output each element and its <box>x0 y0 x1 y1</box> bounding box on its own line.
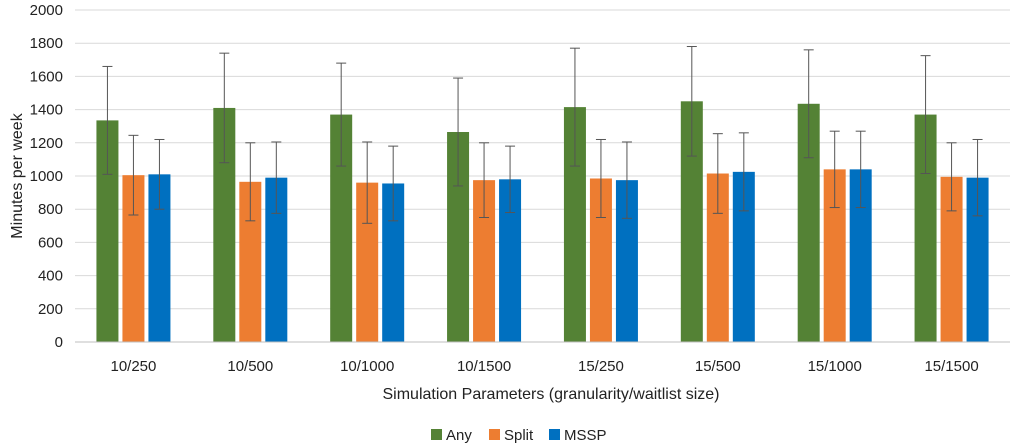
x-tick-label: 15/500 <box>695 358 741 375</box>
bar-split-15-1500 <box>940 176 963 342</box>
bars <box>96 101 989 342</box>
bar-mssp-10-500 <box>265 177 288 342</box>
legend-item-any: Any <box>431 427 472 443</box>
legend-label: Split <box>504 427 534 443</box>
bar-split-10-500 <box>239 181 262 342</box>
error-bar <box>102 65 113 175</box>
error-bar <box>154 138 165 210</box>
error-bar <box>803 49 814 159</box>
y-tick-label: 1600 <box>30 68 63 85</box>
x-axis-title: Simulation Parameters (granularity/waitl… <box>383 386 720 403</box>
bar-mssp-10-1500 <box>499 179 522 342</box>
bar-mssp-15-250 <box>615 180 638 342</box>
error-bar <box>920 55 931 175</box>
error-bar <box>946 142 957 212</box>
legend: Any Split MSSP <box>431 427 607 443</box>
y-tick-label: 600 <box>38 234 63 251</box>
error-bars <box>102 46 983 224</box>
x-tick-label: 15/250 <box>578 358 624 375</box>
legend-item-mssp: MSSP <box>549 427 607 443</box>
x-tick-label: 10/500 <box>227 358 273 375</box>
bar-split-10-1000 <box>356 182 379 342</box>
y-tick-label: 1400 <box>30 102 63 119</box>
legend-label: Any <box>446 427 472 443</box>
bar-mssp-15-1000 <box>849 169 872 342</box>
y-tick-label: 2000 <box>30 2 63 19</box>
legend-swatch <box>489 429 500 440</box>
x-tick-label: 10/250 <box>110 358 156 375</box>
y-axis-title: Minutes per week <box>9 112 26 238</box>
error-bar <box>362 141 373 224</box>
error-bar <box>569 47 580 167</box>
bar-mssp-15-1500 <box>966 177 989 342</box>
y-tick-label: 1200 <box>30 135 63 152</box>
bar-any-15-1000 <box>797 103 820 342</box>
y-tick-label: 1000 <box>30 168 63 185</box>
error-bar <box>855 130 866 209</box>
x-tick-label: 10/1500 <box>457 358 511 375</box>
x-tick-label: 15/1500 <box>924 358 978 375</box>
bar-mssp-10-1000 <box>382 183 405 342</box>
y-tick-label: 400 <box>38 268 63 285</box>
bar-any-10-1500 <box>447 132 470 342</box>
legend-label: MSSP <box>564 427 607 443</box>
bar-any-10-500 <box>213 107 236 342</box>
error-bar <box>686 46 697 157</box>
bar-split-10-1500 <box>473 180 496 342</box>
bar-any-10-250 <box>96 120 119 342</box>
bar-split-15-1000 <box>823 169 846 342</box>
error-bar <box>829 130 840 209</box>
error-bar <box>972 138 983 217</box>
error-bar <box>219 52 230 164</box>
y-axis-ticks: 0 200 400 600 800 1000 1200 1400 1600 1800 2000 <box>30 2 63 351</box>
bar-mssp-15-500 <box>732 171 755 342</box>
error-bar <box>621 141 632 219</box>
legend-swatch <box>431 429 442 440</box>
y-tick-label: 0 <box>55 334 63 351</box>
bar-any-15-250 <box>563 107 586 342</box>
error-bar <box>738 132 749 212</box>
legend-item-split: Split <box>489 427 534 443</box>
error-bar <box>712 133 723 214</box>
error-bar <box>505 145 516 214</box>
bar-split-10-250 <box>122 175 145 342</box>
error-bar <box>479 142 490 218</box>
error-bar <box>388 145 399 222</box>
bar-any-15-1500 <box>914 114 937 342</box>
x-axis-ticks: 10/250 10/500 10/1000 10/1500 15/250 15/500 15… <box>110 358 978 375</box>
error-bar <box>271 141 282 214</box>
bar-split-15-500 <box>706 173 729 342</box>
bar-any-10-1000 <box>330 114 353 342</box>
bar-mssp-10-250 <box>148 174 171 342</box>
x-tick-label: 15/1000 <box>808 358 862 375</box>
legend-swatch <box>549 429 560 440</box>
bar-any-15-500 <box>680 101 703 342</box>
y-tick-label: 200 <box>38 301 63 318</box>
error-bar <box>595 138 606 218</box>
error-bar <box>128 134 139 216</box>
y-tick-label: 800 <box>38 201 63 218</box>
error-bar <box>453 77 464 187</box>
error-bar <box>245 142 256 222</box>
bar-split-15-250 <box>589 178 612 342</box>
error-bar <box>336 62 347 167</box>
x-tick-label: 10/1000 <box>340 358 394 375</box>
y-tick-label: 1800 <box>30 35 63 52</box>
